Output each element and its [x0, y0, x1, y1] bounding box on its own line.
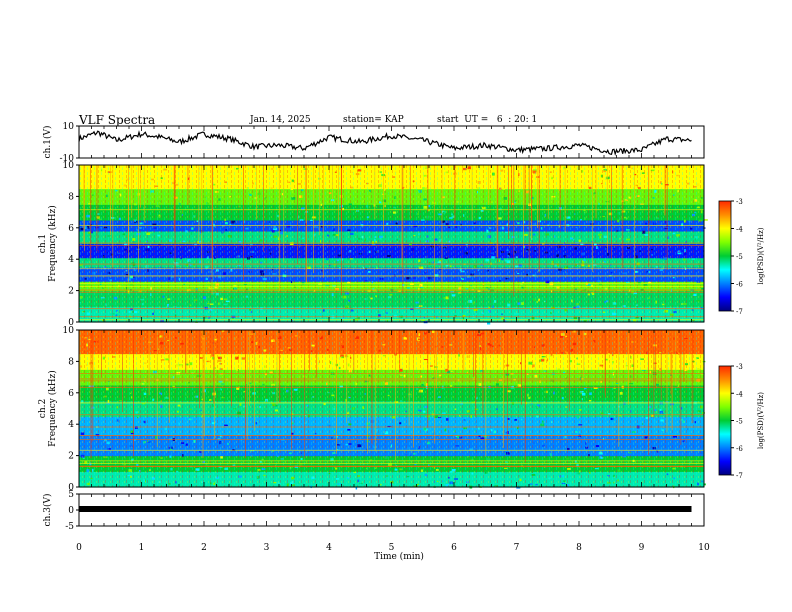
station-label: station= KAP	[343, 115, 404, 125]
y-tick-label: 8	[68, 357, 74, 367]
x-axis: 0 1 2 3 4 5 6 7 8 9 10 Time (min)	[76, 543, 710, 562]
x-tick-label: 3	[264, 543, 270, 553]
y-tick-label: 0	[68, 506, 74, 516]
ch1-waveform-trace	[78, 130, 692, 157]
y-tick-label: 5	[68, 490, 74, 500]
y-tick-label: 2	[68, 452, 74, 462]
ylabel-line: Frequency (kHz)	[47, 370, 58, 447]
y-tick-label: -5	[65, 522, 74, 532]
x-tick-label: 8	[576, 543, 582, 553]
colorbar-scale	[718, 365, 732, 476]
psd-speckle	[355, 486, 358, 490]
x-tick-label: 4	[326, 543, 332, 553]
x-tick-label: 7	[514, 543, 520, 553]
colorbar-label: log(PSD)(V²/Hz)	[757, 392, 765, 449]
colorbar-tick-label: -4	[736, 226, 743, 234]
texture-overlay	[79, 165, 704, 322]
x-tick-label: 9	[639, 543, 645, 553]
ylabel-line: ch.1(V)	[42, 126, 53, 159]
y-tick-label: 4	[68, 420, 74, 430]
psd-speckle	[487, 321, 491, 325]
y-tick-label: 2	[68, 287, 74, 297]
ylabel-line: ch.1	[38, 234, 48, 253]
y-tick-label: 10	[63, 122, 75, 132]
colorbar-tick-label: -3	[736, 198, 743, 206]
ch2-spectrogram-axes: 10 8 6 4 2 0 ch.2Frequency (kHz)	[38, 326, 705, 493]
x-tick-label: 10	[698, 543, 710, 553]
start-ut-label: start UT = 6 : 20: 1	[437, 115, 538, 125]
ylabel-line: Frequency (kHz)	[47, 205, 58, 282]
x-tick-label: 6	[451, 543, 457, 553]
ch1-waveform-ylabel: ch.1(V)	[42, 126, 53, 159]
x-axis-label: Time (min)	[374, 551, 424, 562]
y-tick-label: 8	[68, 192, 74, 202]
y-tick-label: 10	[63, 326, 75, 336]
colorbar-tick-label: -7	[736, 308, 743, 316]
colorbar-tick-label: -6	[736, 281, 743, 289]
colorbar-label: log(PSD)(V²/Hz)	[757, 227, 765, 284]
y-tick-label: 10	[63, 161, 75, 171]
ylabel-line: ch.2	[38, 399, 48, 418]
x-tick-label: 2	[201, 543, 207, 553]
colorbar-scale	[718, 200, 732, 312]
colorbar-2: -3 -4 -5 -6 -7 log(PSD)(V²/Hz)	[718, 363, 765, 480]
ch1-spectrogram-ylabel: ch.1Frequency (kHz)	[38, 205, 58, 282]
colorbar-tick-label: -5	[736, 418, 743, 426]
x-tick-label: 1	[139, 543, 145, 553]
y-tick-label: 4	[68, 255, 74, 265]
y-tick-label: -10	[60, 154, 75, 164]
colorbar-1: -3 -4 -5 -6 -7 log(PSD)(V²/Hz)	[718, 198, 765, 316]
ch1-waveform-axes: 10 -10 ch.1(V)	[42, 122, 705, 164]
x-tick-label: 5	[389, 543, 395, 553]
y-tick-label: 6	[68, 389, 74, 399]
ch1-spectrogram-axes: 10 8 6 4 2 0 ch.1Frequency (kHz)	[38, 161, 705, 328]
colorbar-tick-label: -4	[736, 390, 743, 398]
ch1-spectrogram-image	[79, 165, 708, 325]
y-tick-label: 0	[68, 483, 74, 493]
ch3-waveform-ylabel: ch.3(V)	[42, 494, 53, 527]
colorbar-tick-label: -3	[736, 363, 743, 371]
colorbar-tick-label: -7	[736, 472, 743, 480]
date-label: Jan. 14, 2025	[250, 115, 311, 125]
colorbar-tick-label: -5	[736, 253, 743, 261]
ch2-spectrogram-image	[79, 330, 706, 490]
chart-title: VLF Spectra	[79, 113, 156, 127]
ch2-spectrogram-ylabel: ch.2Frequency (kHz)	[38, 370, 58, 447]
x-tick-label: 0	[76, 543, 82, 553]
psd-speckle	[703, 219, 708, 221]
psd-speckle	[703, 483, 706, 486]
ylabel-line: ch.3(V)	[42, 494, 53, 527]
y-tick-label: 6	[68, 224, 74, 234]
colorbar-tick-label: -6	[736, 445, 743, 453]
y-tick-label: 0	[68, 318, 74, 328]
